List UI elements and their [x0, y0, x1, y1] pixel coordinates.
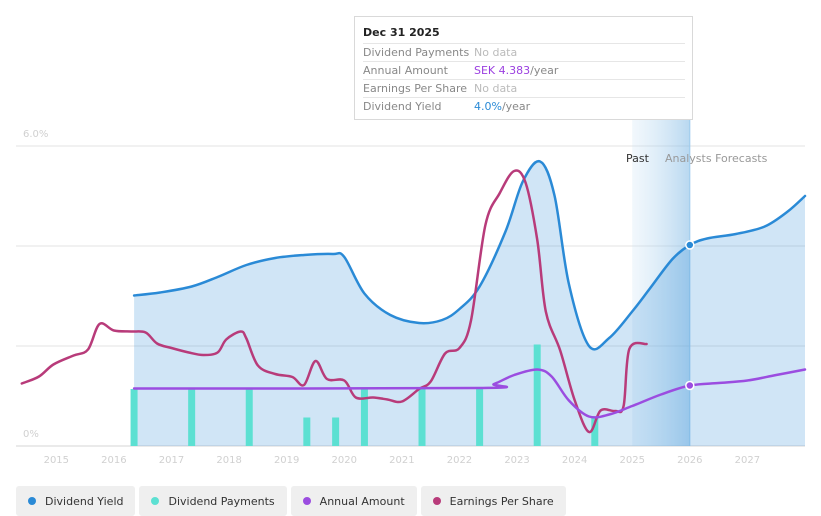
x-tick-label: 2024 [562, 455, 587, 466]
area-dividend-yield [134, 161, 806, 446]
forecast-band [632, 120, 690, 446]
tooltip-unit: /year [501, 100, 531, 113]
legend-dot-icon [432, 497, 441, 505]
tooltip-unit: /year [530, 64, 559, 77]
line-annual-amount [132, 368, 807, 419]
tooltip-label: Dividend Payments [363, 46, 470, 59]
y-tick-label: 0% [23, 429, 39, 440]
bar-dividend-payments [591, 417, 599, 446]
x-tick-label: 2026 [677, 455, 702, 466]
legend-label: Earnings Per Share [449, 494, 554, 508]
x-tick-label: 2020 [332, 455, 357, 466]
x-tick-label: 2018 [216, 455, 241, 466]
tooltip-label: Annual Amount [363, 64, 448, 77]
bar-dividend-payments [360, 389, 368, 446]
data-tooltip: Dec 31 2025 Dividend Payments No data An… [354, 16, 693, 120]
tooltip-date: Dec 31 2025 [363, 26, 440, 39]
tooltip-label: Earnings Per Share [363, 82, 468, 95]
tooltip-row-dividend-payments: Dividend Payments No data [363, 43, 685, 61]
tooltip-value: SEK 4.383 [474, 64, 531, 77]
chart-legend: Dividend Yield Dividend Payments Annual … [16, 486, 566, 516]
bar-dividend-payments [332, 417, 340, 446]
tooltip-label: Dividend Yield [363, 100, 442, 113]
tooltip-value: No data [474, 46, 518, 59]
legend-dot-icon [151, 497, 160, 505]
bar-dividend-payments [533, 344, 541, 446]
marker-annual-amount [685, 380, 695, 391]
legend-dot-icon [28, 497, 36, 505]
x-tick-label: 2016 [101, 455, 126, 466]
bar-dividend-payments [418, 389, 426, 446]
line-earnings-per-share [20, 169, 648, 434]
legend-earnings-per-share[interactable]: Earnings Per Share [420, 486, 566, 516]
marker-dividend-yield [685, 240, 695, 250]
forecast-label: Analysts Forecasts [665, 152, 768, 165]
legend-dividend-yield[interactable]: Dividend Yield [16, 486, 136, 516]
x-tick-label: 2025 [619, 455, 644, 466]
bar-dividend-payments [476, 389, 484, 446]
legend-label: Dividend Yield [45, 494, 124, 508]
tooltip-value: 4.0% [474, 100, 502, 113]
x-tick-label: 2019 [274, 455, 299, 466]
bar-dividend-payments [130, 389, 138, 446]
legend-dividend-payments[interactable]: Dividend Payments [139, 486, 287, 516]
tooltip-row-annual-amount: Annual Amount SEK 4.383/year [363, 61, 685, 79]
tooltip-row-earnings-per-share: Earnings Per Share No data [363, 79, 685, 97]
legend-label: Annual Amount [319, 494, 405, 508]
x-tick-label: 2017 [159, 455, 184, 466]
x-tick-label: 2015 [44, 455, 69, 466]
y-tick-label: 6.0% [23, 129, 48, 140]
legend-dot-icon [302, 497, 311, 505]
dividend-chart: 6.0% 0% 2015 2016 2017 2018 2019 2020 2021 2022 20… [16, 120, 807, 466]
x-tick-label: 2021 [389, 455, 414, 466]
bar-dividend-payments [303, 417, 311, 446]
legend-annual-amount[interactable]: Annual Amount [290, 486, 417, 516]
bar-dividend-payments [188, 389, 196, 446]
legend-label: Dividend Payments [168, 494, 275, 508]
past-label: Past [626, 152, 649, 165]
x-tick-label: 2022 [447, 455, 472, 466]
tooltip-value: No data [474, 82, 518, 95]
bar-dividend-payments [245, 389, 253, 446]
x-tick-label: 2027 [735, 455, 760, 466]
tooltip-row-dividend-yield: Dividend Yield 4.0%/year [363, 97, 685, 115]
x-tick-label: 2023 [504, 455, 529, 466]
